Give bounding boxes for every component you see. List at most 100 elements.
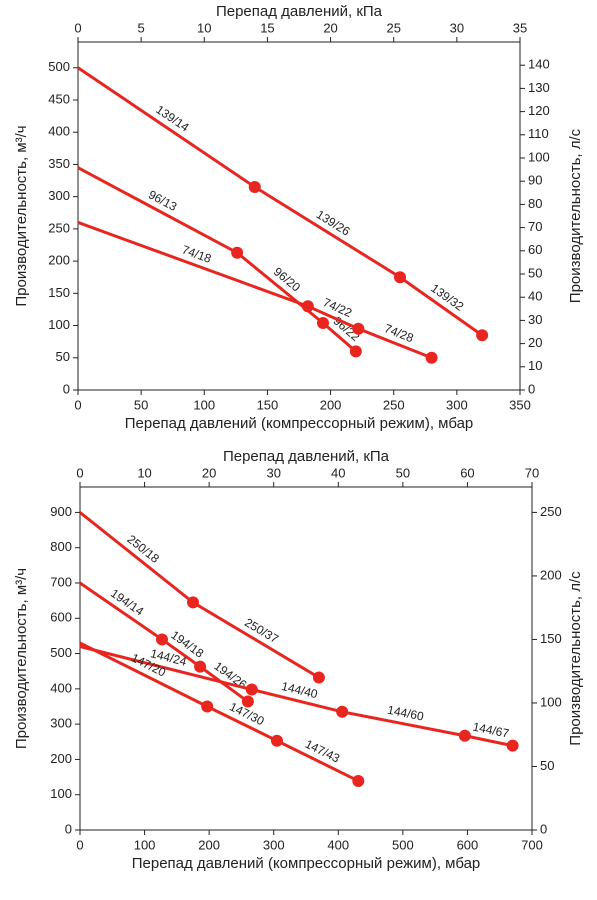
point-marker <box>394 271 407 284</box>
segment-label: 250/18 <box>125 532 163 566</box>
series-line <box>77 166 357 353</box>
point-marker <box>156 633 169 646</box>
x2-tick-label: 20 <box>323 20 337 35</box>
x2-tick-label: 30 <box>266 465 280 480</box>
x2-tick-label: 25 <box>386 20 400 35</box>
plot-frame <box>79 486 533 831</box>
x2-tick-label: 20 <box>202 465 216 480</box>
x-tick-label: 500 <box>392 837 414 852</box>
y-tick-label: 300 <box>50 716 72 731</box>
point-marker <box>352 774 365 787</box>
y-tick-label: 100 <box>48 317 70 332</box>
x-tick-label: 200 <box>198 837 220 852</box>
point-marker <box>476 329 489 342</box>
y-tick-label: 900 <box>50 504 72 519</box>
x2-tick-label: 30 <box>450 20 464 35</box>
y2-axis-title: Производительность, л/с <box>567 128 584 303</box>
y-tick-label: 400 <box>50 680 72 695</box>
point-marker <box>301 300 314 313</box>
y2-tick-label: 250 <box>540 504 562 519</box>
y2-tick-label: 130 <box>528 80 550 95</box>
y2-tick-label: 10 <box>528 358 542 373</box>
y2-tick-label: 80 <box>528 196 542 211</box>
x2-tick-label: 35 <box>513 20 527 35</box>
y-axis-title: Производительность, м³/ч <box>13 125 30 306</box>
y-tick-label: 500 <box>48 59 70 74</box>
x2-tick-label: 5 <box>138 20 145 35</box>
point-marker <box>336 705 349 718</box>
y2-tick-label: 50 <box>540 758 554 773</box>
x-axis-title: Перепад давлений (компрессорный режим), … <box>132 855 481 872</box>
y-tick-label: 700 <box>50 574 72 589</box>
point-marker <box>201 700 214 713</box>
point-marker <box>245 683 258 696</box>
x2-tick-label: 70 <box>525 465 539 480</box>
point-marker <box>187 596 199 609</box>
y2-tick-label: 60 <box>528 242 542 257</box>
point-marker <box>425 351 438 364</box>
x-axis-title: Перепад давлений (компрессорный режим), … <box>125 415 474 432</box>
x2-tick-label: 10 <box>137 465 151 480</box>
x-tick-label: 300 <box>446 397 468 412</box>
point-marker <box>270 734 283 747</box>
y2-tick-label: 30 <box>528 312 542 327</box>
segment-label: 144/60 <box>386 703 425 724</box>
segment-label: 96/20 <box>271 265 303 295</box>
y-tick-label: 0 <box>63 381 70 396</box>
y2-tick-label: 100 <box>540 694 562 709</box>
y2-tick-label: 70 <box>528 219 542 234</box>
x2-axis-title: Перепад давлений, кПа <box>223 448 390 465</box>
x-tick-label: 100 <box>134 837 156 852</box>
x-tick-label: 350 <box>509 397 531 412</box>
point-marker <box>248 181 261 193</box>
x-tick-label: 250 <box>383 397 405 412</box>
y2-tick-label: 200 <box>540 567 562 582</box>
x2-tick-label: 0 <box>76 465 83 480</box>
point-marker <box>231 246 244 259</box>
y2-tick-label: 20 <box>528 335 542 350</box>
y2-tick-label: 0 <box>540 821 547 836</box>
x-tick-label: 0 <box>74 397 81 412</box>
y2-tick-label: 50 <box>528 265 542 280</box>
point-marker <box>352 322 365 335</box>
y2-tick-label: 110 <box>528 126 549 141</box>
point-marker <box>349 345 362 358</box>
y-tick-label: 400 <box>48 124 70 139</box>
y2-tick-label: 0 <box>528 381 535 396</box>
x-tick-label: 300 <box>263 837 285 852</box>
x-tick-label: 150 <box>257 397 279 412</box>
y-tick-label: 200 <box>48 253 70 268</box>
y-tick-label: 50 <box>56 349 70 364</box>
y-tick-label: 0 <box>65 821 72 836</box>
y-tick-label: 150 <box>48 285 70 300</box>
y-tick-label: 200 <box>50 751 72 766</box>
point-marker <box>312 671 325 684</box>
y2-tick-label: 40 <box>528 289 542 304</box>
y-tick-label: 600 <box>50 610 72 625</box>
y-tick-label: 800 <box>50 539 72 554</box>
series-line <box>77 66 483 337</box>
x2-tick-label: 60 <box>460 465 474 480</box>
y2-tick-label: 120 <box>528 103 550 118</box>
y-tick-label: 250 <box>48 220 70 235</box>
x-tick-label: 200 <box>320 397 342 412</box>
y-tick-label: 500 <box>50 645 72 660</box>
x-tick-label: 50 <box>134 397 148 412</box>
y-tick-label: 100 <box>50 786 72 801</box>
x2-tick-label: 10 <box>197 20 211 35</box>
x-tick-label: 600 <box>457 837 479 852</box>
x2-tick-label: 15 <box>260 20 274 35</box>
segment-label: 96/13 <box>146 187 179 214</box>
y2-tick-label: 90 <box>528 173 542 188</box>
y2-tick-label: 150 <box>540 631 562 646</box>
point-marker <box>194 660 207 673</box>
plot-frame <box>77 41 521 391</box>
x2-tick-label: 40 <box>331 465 345 480</box>
y-tick-label: 350 <box>48 156 70 171</box>
x-tick-label: 100 <box>193 397 215 412</box>
x2-tick-label: 0 <box>74 20 81 35</box>
point-marker <box>241 695 254 708</box>
x2-axis-title: Перепад давлений, кПа <box>216 3 383 20</box>
y-axis-title: Производительность, м³/ч <box>13 568 30 749</box>
